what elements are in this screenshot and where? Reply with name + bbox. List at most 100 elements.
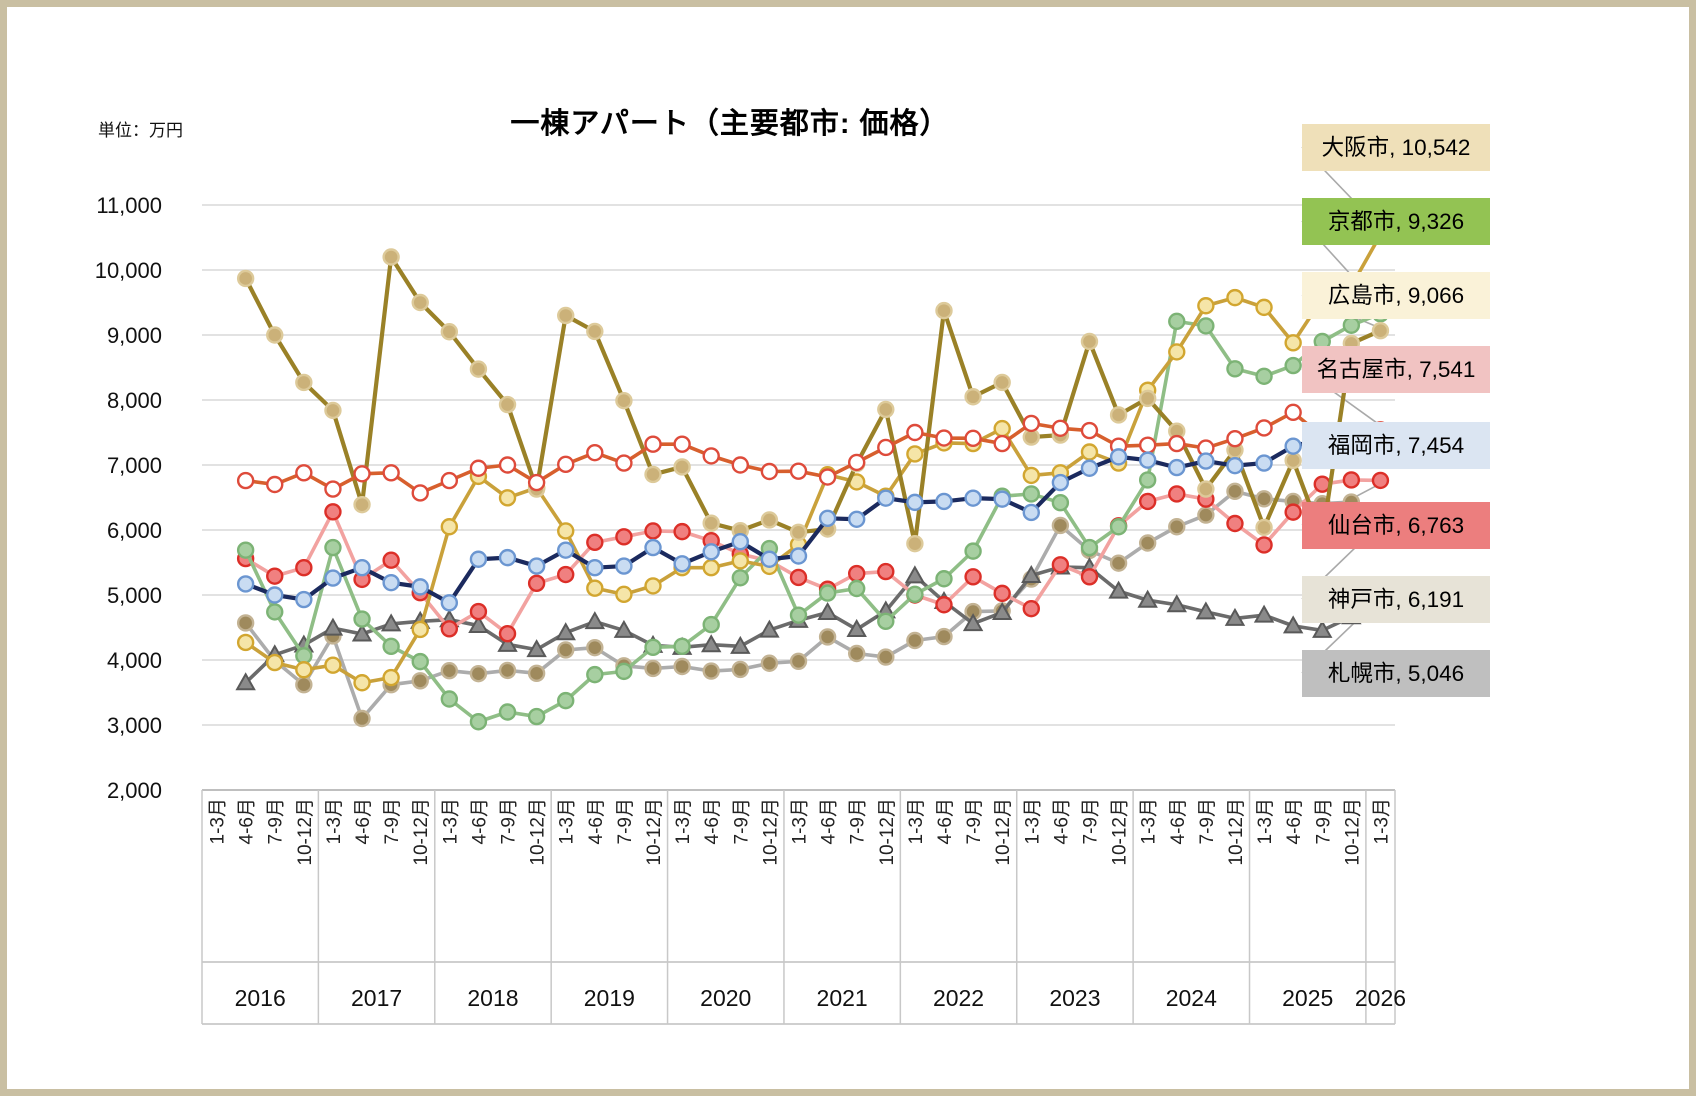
marker-kyoto <box>1255 367 1273 385</box>
marker-sendai <box>615 528 633 546</box>
marker-kyoto <box>353 610 371 628</box>
marker-fukuoka <box>789 547 808 565</box>
marker-sendai <box>586 533 604 552</box>
x-axis-quarter-label: 7-9月 <box>848 798 869 844</box>
y-axis-tick-label: 11,000 <box>96 193 162 218</box>
marker-osaka <box>1255 298 1273 317</box>
x-axis-quarter-label: 1-3月 <box>673 798 694 844</box>
marker-nagoya <box>236 471 255 490</box>
marker-kyoto <box>1080 538 1099 557</box>
marker-nagoya <box>615 454 633 472</box>
marker-hiroshima <box>586 322 604 341</box>
x-axis-quarter-label: 10-12月 <box>528 798 549 866</box>
marker-fukuoka <box>906 493 924 512</box>
legend-item-kobe: 神戸市, 6,191 <box>1302 576 1490 623</box>
x-axis-quarter-label: 1-3月 <box>1139 798 1160 844</box>
marker-sendai <box>1138 492 1157 511</box>
marker-sapporo <box>380 613 402 632</box>
marker-hiroshima <box>1371 322 1390 340</box>
x-axis-quarter-label: 4-6月 <box>469 798 490 844</box>
marker-kyoto <box>527 707 546 726</box>
x-axis-quarter-label: 4-6月 <box>1051 798 1072 844</box>
marker-fukuoka <box>557 541 575 559</box>
marker-sapporo <box>1253 604 1275 623</box>
marker-sapporo <box>991 602 1013 621</box>
x-axis-quarter-label: 7-9月 <box>1080 798 1101 844</box>
series-line-sendai <box>244 478 1381 636</box>
x-axis-quarter-label: 4-6月 <box>702 798 723 844</box>
series-line-kyoto <box>244 312 1382 724</box>
marker-sendai <box>440 620 459 638</box>
marker-kobe <box>906 631 924 650</box>
marker-fukuoka <box>411 578 429 596</box>
marker-nagoya <box>1022 414 1040 433</box>
marker-nagoya <box>586 443 604 462</box>
marker-hiroshima <box>411 293 429 312</box>
marker-nagoya <box>440 471 459 490</box>
marker-hiroshima <box>440 323 459 341</box>
marker-sendai <box>1284 503 1302 521</box>
marker-sendai <box>673 522 691 541</box>
x-axis-year-label: 2021 <box>817 985 868 1011</box>
series-line-fukuoka <box>244 433 1381 605</box>
marker-nagoya <box>1226 429 1244 448</box>
marker-kobe <box>731 660 750 679</box>
marker-sendai <box>935 596 953 614</box>
x-axis-year-label: 2026 <box>1355 985 1406 1011</box>
marker-hiroshima <box>557 306 575 325</box>
unit-label: 単位：万円 <box>98 121 183 140</box>
marker-nagoya <box>266 475 284 494</box>
marker-kyoto <box>411 652 429 671</box>
marker-kyoto <box>644 638 662 657</box>
marker-osaka <box>295 661 313 679</box>
marker-kobe <box>673 657 691 676</box>
series-line-hiroshima <box>243 254 1382 546</box>
marker-fukuoka <box>1197 452 1215 470</box>
marker-fukuoka <box>1284 437 1302 455</box>
marker-kobe <box>935 627 953 646</box>
marker-kobe <box>1168 518 1186 536</box>
marker-hiroshima <box>1080 332 1099 351</box>
marker-hiroshima <box>615 391 633 410</box>
marker-hiroshima <box>1138 389 1157 408</box>
x-axis-quarter-label: 4-6月 <box>819 798 840 844</box>
marker-kyoto <box>557 691 575 710</box>
marker-fukuoka <box>586 559 604 577</box>
marker-sendai <box>1168 485 1186 503</box>
marker-nagoya <box>673 435 691 453</box>
marker-kyoto <box>789 606 808 624</box>
x-axis-quarter-label: 7-9月 <box>382 798 403 844</box>
marker-nagoya <box>789 462 808 480</box>
marker-kobe <box>760 654 779 672</box>
marker-osaka <box>266 653 284 672</box>
marker-nagoya <box>818 468 837 486</box>
marker-sendai <box>1255 536 1273 554</box>
x-axis-quarter-label: 10-12月 <box>1342 798 1363 866</box>
legend-item-sendai: 仙台市, 6,763 <box>1302 502 1490 549</box>
marker-fukuoka <box>527 557 546 575</box>
marker-hiroshima <box>1284 451 1302 470</box>
marker-sapporo <box>351 623 373 642</box>
marker-fukuoka <box>440 594 459 612</box>
marker-kobe <box>847 644 866 663</box>
marker-nagoya <box>702 447 720 465</box>
x-axis-year-label: 2018 <box>467 985 518 1011</box>
marker-sendai <box>295 559 313 577</box>
marker-sapporo <box>1224 607 1246 626</box>
x-axis-quarter-label: 4-6月 <box>935 798 956 844</box>
marker-osaka <box>498 489 517 507</box>
marker-hiroshima <box>1197 480 1215 498</box>
marker-osaka <box>324 656 342 674</box>
marker-sendai <box>469 602 488 621</box>
marker-nagoya <box>527 473 546 492</box>
marker-nagoya <box>847 453 866 472</box>
x-axis-quarter-label: 7-9月 <box>499 798 520 844</box>
x-axis-quarter-label: 7-9月 <box>731 798 752 844</box>
x-axis-year-label: 2019 <box>584 985 635 1011</box>
marker-nagoya <box>935 429 953 447</box>
marker-hiroshima <box>498 395 517 414</box>
y-axis-tick-label: 9,000 <box>107 323 162 348</box>
marker-fukuoka <box>266 586 284 604</box>
y-axis-tick-label: 4,000 <box>107 648 162 673</box>
marker-nagoya <box>964 429 982 448</box>
